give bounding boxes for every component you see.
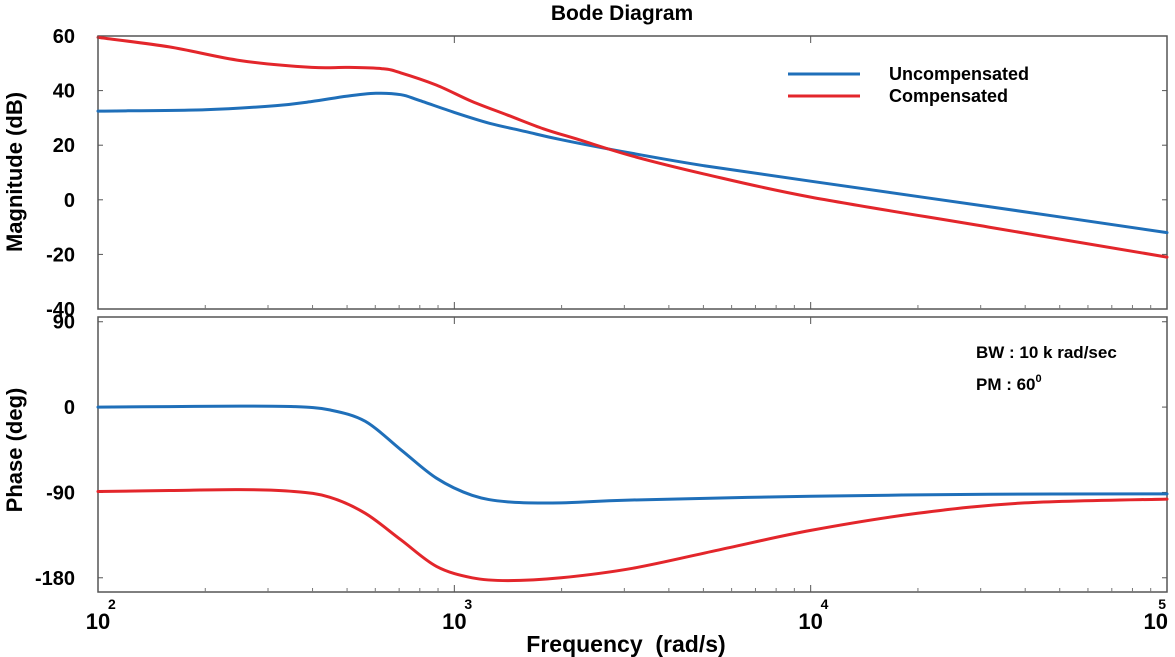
x-tick-label-exponent: 3 (464, 596, 472, 612)
legend-label-compensated: Compensated (889, 86, 1008, 106)
chart-title: Bode Diagram (551, 2, 693, 25)
x-axis-label: Frequency (rad/s) (526, 631, 725, 657)
pm-annotation-text: PM : 60 (976, 375, 1036, 394)
phase-ytick-label: -180 (35, 568, 75, 590)
phase-line-compensated (98, 490, 1167, 581)
x-tick-label-base: 10 (1144, 609, 1168, 634)
magnitude-ytick-label: 0 (64, 190, 75, 212)
phase-ylabel: Phase (deg) (2, 388, 27, 513)
phase-ytick-label: 0 (64, 397, 75, 419)
x-tick-label-exponent: 2 (108, 596, 116, 612)
bw-annotation: BW : 10 k rad/sec (976, 343, 1117, 362)
magnitude-line-uncompensated (98, 93, 1167, 232)
bode-chart: Bode Diagram Magnitude (dB) Phase (deg) … (0, 0, 1175, 657)
pm-annotation-degree: 0 (1036, 373, 1042, 385)
x-tick-label-exponent: 4 (821, 596, 829, 612)
magnitude-ytick-label: 60 (53, 26, 75, 48)
magnitude-ytick-label: 40 (53, 81, 75, 103)
phase-ytick-label: 90 (53, 312, 75, 334)
x-tick-label-base: 10 (798, 609, 822, 634)
magnitude-ylabel: Magnitude (dB) (2, 92, 27, 252)
x-tick-label-exponent: 5 (1158, 596, 1166, 612)
magnitude-ytick-label: 20 (53, 135, 75, 157)
x-tick-label-base: 10 (86, 609, 110, 634)
pm-annotation: PM : 600 (976, 373, 1042, 394)
x-tick-label-base: 10 (442, 609, 466, 634)
legend: Uncompensated Compensated (788, 64, 1029, 106)
legend-label-uncompensated: Uncompensated (889, 64, 1029, 84)
magnitude-ytick-label: -20 (46, 244, 75, 266)
phase-ytick-label: -90 (46, 482, 75, 504)
